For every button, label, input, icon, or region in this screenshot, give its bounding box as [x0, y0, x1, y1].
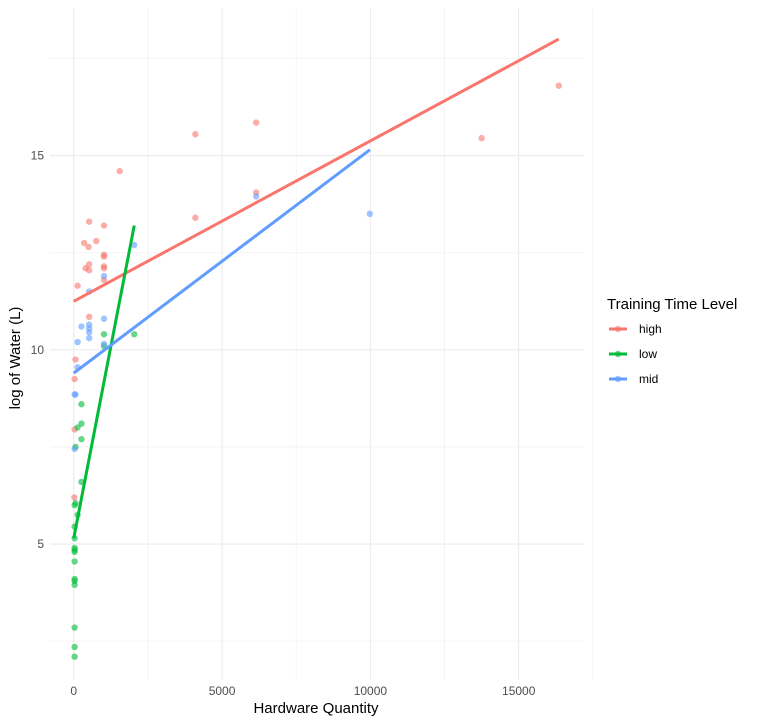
data-point-high: [72, 356, 79, 363]
data-point-high: [85, 313, 93, 321]
data-points: [71, 82, 562, 660]
data-point-high: [71, 494, 78, 501]
x-tick-label: 15000: [502, 684, 536, 698]
data-point-high: [85, 218, 93, 225]
trend-line-high: [73, 37, 560, 303]
legend-label-mid: mid: [639, 372, 658, 386]
data-point-high: [478, 134, 485, 142]
data-point-high: [252, 119, 260, 126]
data-point-mid: [71, 391, 78, 398]
data-point-high: [80, 239, 88, 247]
x-tick-label: 5000: [209, 684, 236, 698]
legend-key-point-low: [614, 350, 622, 358]
minor-gridlines: [50, 8, 594, 680]
data-point-low: [74, 424, 81, 431]
data-point-low: [78, 420, 85, 427]
data-point-mid: [100, 315, 108, 322]
data-point-high: [100, 265, 108, 272]
x-tick-label: 10000: [354, 684, 388, 698]
major-gridlines: [50, 8, 584, 680]
x-axis-title: Hardware Quantity: [253, 700, 379, 717]
data-point-high: [100, 222, 108, 229]
x-tick-label: 0: [70, 684, 77, 698]
data-point-high: [192, 214, 199, 221]
data-point-mid: [131, 241, 138, 249]
legend-label-low: low: [639, 347, 657, 361]
data-point-low: [71, 643, 78, 651]
data-point-mid: [100, 272, 108, 280]
data-point-mid: [366, 210, 374, 218]
y-tick-label: 5: [37, 537, 44, 551]
data-point-low: [71, 558, 78, 565]
legend-key-point-mid: [614, 375, 622, 383]
data-point-high: [85, 243, 92, 251]
data-point-low: [71, 502, 78, 509]
data-point-high: [100, 253, 108, 260]
legend-key-point-high: [614, 325, 622, 333]
legend-items: high low mid: [609, 322, 662, 386]
data-point-mid: [252, 193, 260, 200]
legend-item-mid: mid: [609, 372, 658, 386]
trend-line-mid: [72, 148, 371, 375]
y-axis-title: log of Water (L): [7, 307, 24, 410]
data-point-high: [555, 82, 562, 89]
data-point-high: [71, 375, 78, 383]
x-axis-ticks: 0 5000 10000 15000: [70, 684, 535, 698]
legend-label-high: high: [639, 322, 662, 336]
data-point-low: [71, 581, 78, 589]
data-point-low: [100, 331, 108, 338]
data-point-high: [116, 167, 123, 175]
data-point-high: [74, 282, 81, 289]
legend-item-low: low: [609, 347, 657, 361]
trend-line-low: [72, 225, 136, 539]
data-point-low: [131, 331, 138, 338]
data-point-low: [71, 653, 78, 660]
data-point-mid: [78, 323, 85, 330]
data-point-mid: [100, 340, 108, 348]
y-axis-ticks: 5 10 15: [31, 149, 45, 551]
data-point-high: [192, 131, 199, 138]
data-point-mid: [74, 338, 81, 346]
data-point-mid: [71, 445, 78, 453]
data-point-mid: [85, 334, 93, 342]
y-tick-label: 10: [31, 343, 45, 357]
trend-lines: [72, 37, 560, 539]
data-point-low: [78, 435, 85, 443]
data-point-mid: [85, 329, 93, 336]
data-point-low: [71, 548, 78, 556]
legend-title: Training Time Level: [607, 296, 737, 313]
legend: Training Time Level high low mid: [607, 296, 737, 386]
y-tick-label: 15: [31, 149, 45, 163]
data-point-high: [93, 237, 100, 245]
legend-item-high: high: [609, 322, 662, 336]
data-point-low: [71, 624, 78, 631]
data-point-high: [85, 266, 93, 274]
data-point-low: [78, 401, 85, 408]
